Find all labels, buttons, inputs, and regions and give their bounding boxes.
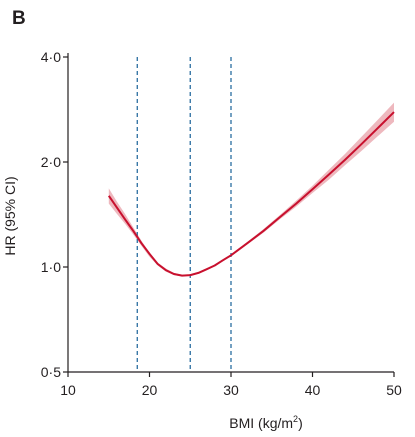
x-tick-label: 10 [60, 382, 76, 398]
x-tick-label: 20 [142, 382, 158, 398]
hr-curve [107, 111, 395, 277]
x-axis-title-suffix: ) [298, 415, 303, 431]
x-tick-label: 30 [223, 382, 239, 398]
x-axis-title-main: BMI (kg/m [229, 415, 293, 431]
x-tick-label: 50 [386, 382, 402, 398]
curve-layer [107, 111, 395, 277]
y-tick-label: 1·0 [41, 259, 61, 275]
ci-band [108, 102, 395, 277]
x-axis-title-superscript: 2 [293, 414, 298, 424]
y-tick-label: 0·5 [41, 364, 61, 380]
panel-label: B [12, 8, 26, 29]
y-tick-label: 4·0 [41, 49, 61, 65]
y-tick-label: 2·0 [41, 154, 61, 170]
x-tick-label: 40 [305, 382, 321, 398]
ci-band-layer [108, 102, 395, 277]
y-axis-title: HR (95% CI) [2, 176, 18, 255]
reference-lines-layer [136, 57, 232, 372]
x-axis-title: BMI (kg/m2) [229, 414, 302, 431]
axes-layer: 0·5 1·0 2·0 4·0 10 20 30 40 50 [41, 49, 402, 398]
